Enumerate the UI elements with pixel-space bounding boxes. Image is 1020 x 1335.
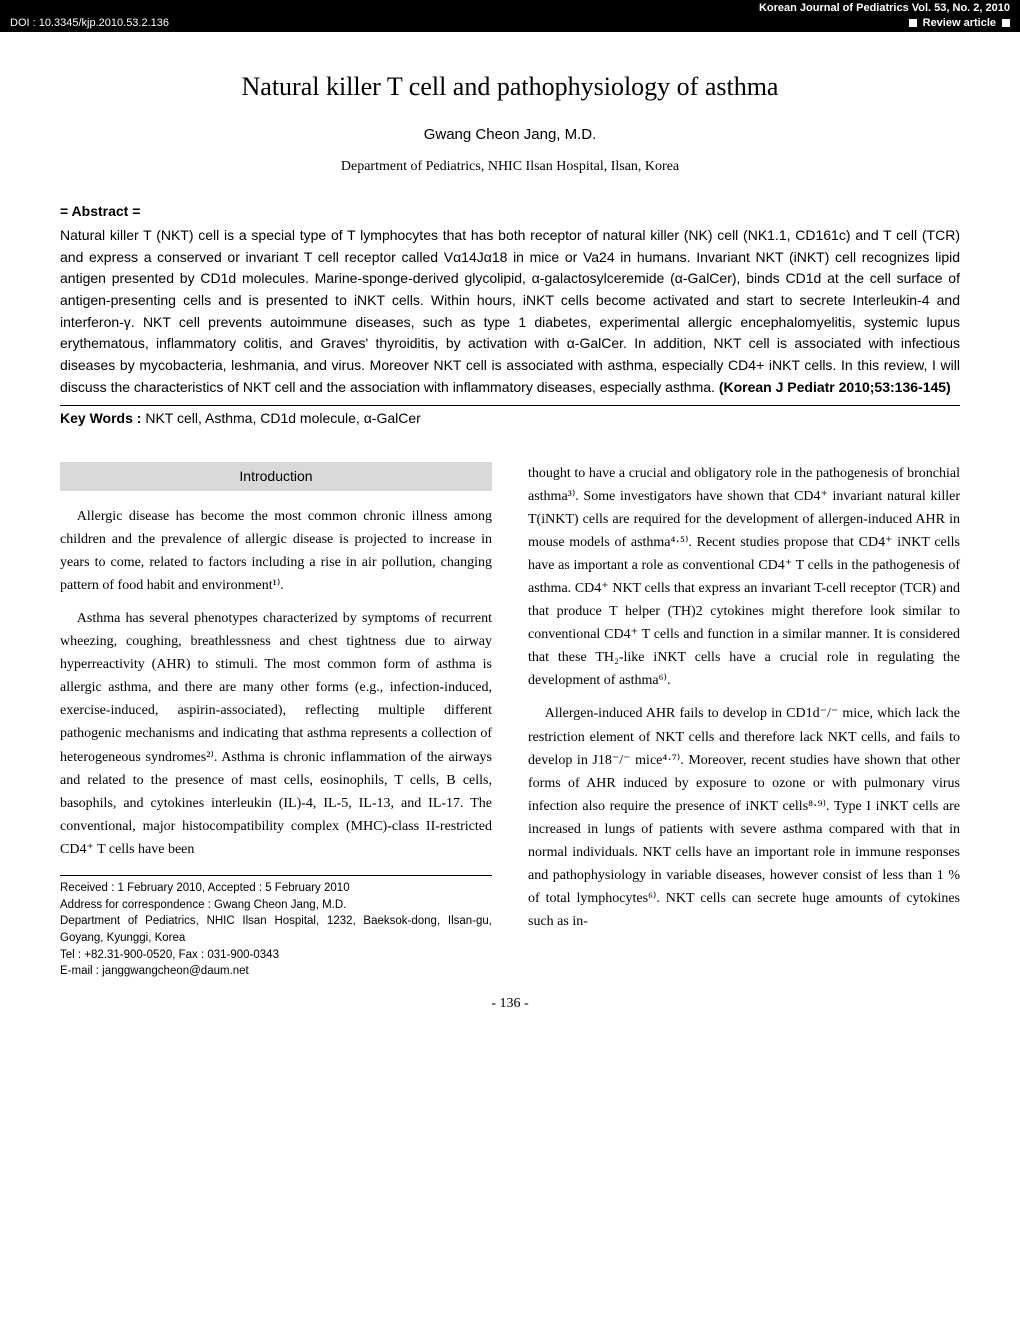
paragraph: Allergic disease has become the most com…	[60, 505, 492, 597]
footnote-line: Tel : +82.31-900-0520, Fax : 031-900-034…	[60, 947, 492, 964]
paragraph: Asthma has several phenotypes characteri…	[60, 607, 492, 861]
section-heading: Introduction	[60, 462, 492, 491]
keywords-label: Key Words :	[60, 410, 141, 426]
page-content: Natural killer T cell and pathophysiolog…	[0, 32, 1020, 1032]
two-column-body: Introduction Allergic disease has become…	[60, 462, 960, 981]
review-tag-wrap: Review article	[909, 17, 1010, 29]
paragraph: thought to have a crucial and obligatory…	[528, 462, 960, 693]
paper-title: Natural killer T cell and pathophysiolog…	[60, 72, 960, 102]
abstract-label: = Abstract =	[60, 203, 960, 219]
footnote-line: Address for correspondence : Gwang Cheon…	[60, 897, 492, 914]
footnote-block: Received : 1 February 2010, Accepted : 5…	[60, 875, 492, 980]
keywords-text: NKT cell, Asthma, CD1d molecule, α-GalCe…	[145, 410, 420, 426]
review-article-label: Review article	[923, 17, 996, 29]
header-band: DOI : 10.3345/kjp.2010.53.2.136 Review a…	[0, 14, 1020, 32]
square-icon	[909, 19, 917, 27]
footnote-line: Received : 1 February 2010, Accepted : 5…	[60, 880, 492, 897]
abstract-text: Natural killer T (NKT) cell is a special…	[60, 225, 960, 399]
doi-text: DOI : 10.3345/kjp.2010.53.2.136	[10, 17, 169, 29]
right-column: thought to have a crucial and obligatory…	[528, 462, 960, 981]
journal-text: Korean Journal of Pediatrics Vol. 53, No…	[759, 2, 1010, 14]
affiliation: Department of Pediatrics, NHIC Ilsan Hos…	[60, 159, 960, 175]
journal-line: Korean Journal of Pediatrics Vol. 53, No…	[0, 0, 1020, 14]
square-icon	[1002, 19, 1010, 27]
keywords-row: Key Words : NKT cell, Asthma, CD1d molec…	[60, 405, 960, 426]
author: Gwang Cheon Jang, M.D.	[60, 126, 960, 143]
abstract-citation: (Korean J Pediatr 2010;53:136-145)	[719, 379, 951, 395]
footnote-line: Department of Pediatrics, NHIC Ilsan Hos…	[60, 913, 492, 946]
abstract-body: Natural killer T (NKT) cell is a special…	[60, 227, 960, 395]
footnote-line: E-mail : janggwangcheon@daum.net	[60, 963, 492, 980]
page-number: - 136 -	[60, 996, 960, 1012]
paragraph: Allergen-induced AHR fails to develop in…	[528, 702, 960, 933]
left-column: Introduction Allergic disease has become…	[60, 462, 492, 981]
